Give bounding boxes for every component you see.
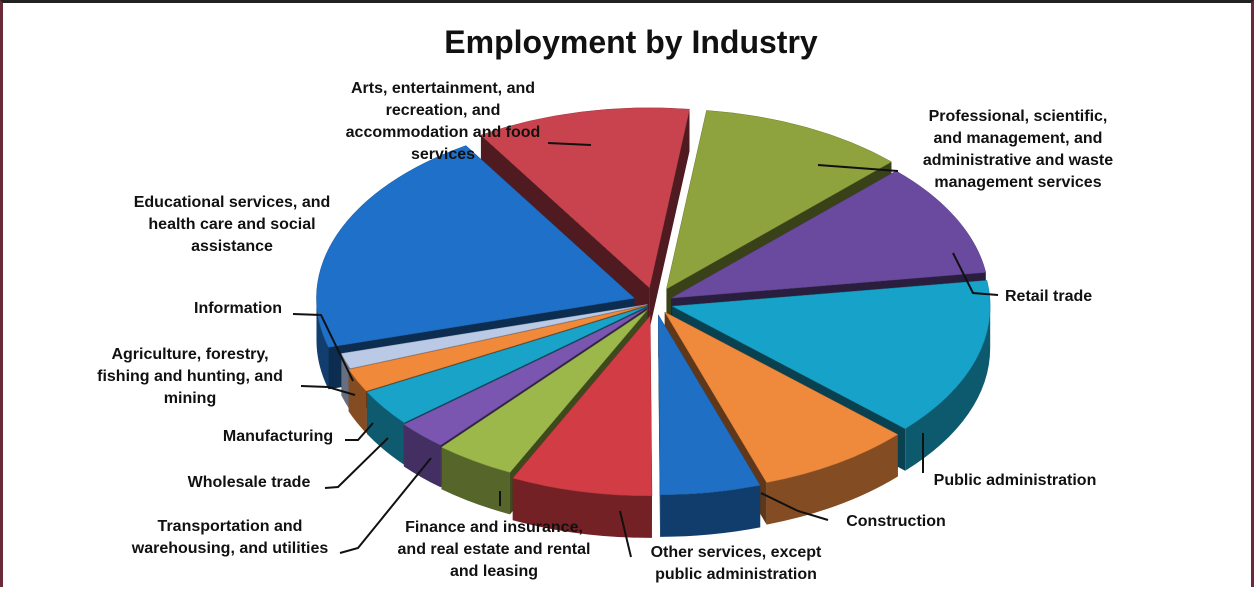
slice-label: Information: [194, 300, 282, 317]
pie-slice: [348, 305, 646, 392]
slice-label-line: Public administration: [934, 472, 1097, 489]
slice-label-line: Agriculture, forestry,: [111, 346, 268, 363]
slice-label-line: and real estate and rental: [398, 541, 591, 558]
slice-side: [367, 391, 405, 465]
slice-label-line: assistance: [191, 238, 273, 255]
slice-label: Manufacturing: [223, 428, 333, 445]
slice-label: Transportation and warehousing, and utili…: [131, 518, 329, 557]
leader-line: [619, 510, 632, 558]
slice-label-line: services: [411, 146, 475, 163]
slice-label-line: Retail trade: [1005, 288, 1092, 305]
slice-label: Arts, entertainment, and recreation, and a…: [346, 80, 541, 163]
slice-side: [441, 447, 510, 515]
leader-line: [760, 492, 829, 521]
slice-label-line: and management, and: [934, 130, 1103, 147]
leader-line: [324, 437, 389, 489]
leader-line: [300, 385, 356, 396]
slice-side: [766, 434, 898, 525]
pie-slice: [666, 110, 892, 290]
pie-slice: [658, 313, 761, 496]
leader-line: [339, 457, 432, 554]
slice-side: [660, 485, 761, 537]
slice-label-line: fishing and hunting, and: [97, 368, 283, 385]
leader-lines-group: [292, 142, 999, 558]
slice-label-line: Manufacturing: [223, 428, 333, 445]
slice-side: [316, 298, 329, 390]
pie-slice: [480, 107, 690, 289]
slice-side: [341, 353, 351, 411]
chart-title: Employment by Industry: [444, 24, 818, 60]
slice-label: Construction: [846, 513, 946, 530]
slice-label-line: Finance and insurance,: [405, 519, 583, 536]
slice-label: Professional, scientific, and management,…: [923, 108, 1113, 191]
slice-label-line: Information: [194, 300, 282, 317]
slice-label: Public administration: [934, 472, 1097, 489]
slice-label-line: management services: [934, 174, 1101, 191]
pie-slice: [440, 309, 648, 473]
pie-slice: [316, 145, 636, 348]
leader-line: [292, 313, 354, 382]
slice-tops-group: [316, 107, 991, 497]
slice-side: [403, 424, 441, 488]
slice-label-line: administrative and waste: [923, 152, 1113, 169]
slice-side: [348, 369, 367, 434]
slice-label: Agriculture, forestry, fishing and huntin…: [97, 346, 283, 407]
pie-slice: [366, 306, 647, 424]
leader-line: [817, 164, 899, 172]
slice-side: [512, 478, 652, 538]
slice-label-line: Transportation and: [158, 518, 303, 535]
slice-label-line: recreation, and: [386, 102, 501, 119]
slice-label-line: Construction: [846, 513, 946, 530]
slice-label: Educational services, and health care and…: [134, 194, 331, 255]
leader-line: [952, 252, 999, 296]
slice-label-line: Arts, entertainment, and: [351, 80, 535, 97]
slice-label-line: accommodation and food: [346, 124, 541, 141]
slice-label: Other services, except public administrat…: [651, 544, 822, 583]
pie-slice: [341, 304, 648, 369]
pie-slice: [403, 307, 647, 446]
slice-label-line: warehousing, and utilities: [131, 540, 329, 557]
slice-labels-group: Arts, entertainment, and recreation, and a…: [97, 80, 1113, 583]
slice-wall: [649, 109, 690, 330]
slice-label: Retail trade: [1005, 288, 1092, 305]
pie-slice: [671, 280, 991, 429]
slice-label: Finance and insurance, and real estate an…: [398, 519, 591, 580]
slice-label-line: Other services, except: [651, 544, 822, 561]
slice-label-line: public administration: [655, 566, 817, 583]
pie-slice: [512, 315, 653, 497]
leader-line: [547, 142, 592, 146]
slice-label-line: health care and social: [148, 216, 315, 233]
slice-label: Wholesale trade: [188, 474, 311, 491]
pie-chart: Employment by Industry Arts, entertainme…: [97, 24, 1113, 583]
slice-label-line: Professional, scientific,: [929, 108, 1108, 125]
slice-label-line: Educational services, and: [134, 194, 331, 211]
slice-label-line: mining: [164, 390, 216, 407]
slice-side: [905, 306, 991, 471]
slice-label-line: Wholesale trade: [188, 474, 311, 491]
slice-label-line: and leasing: [450, 563, 538, 580]
pie-slice: [664, 311, 899, 483]
pie-slice: [670, 170, 987, 299]
leader-line: [345, 422, 374, 441]
